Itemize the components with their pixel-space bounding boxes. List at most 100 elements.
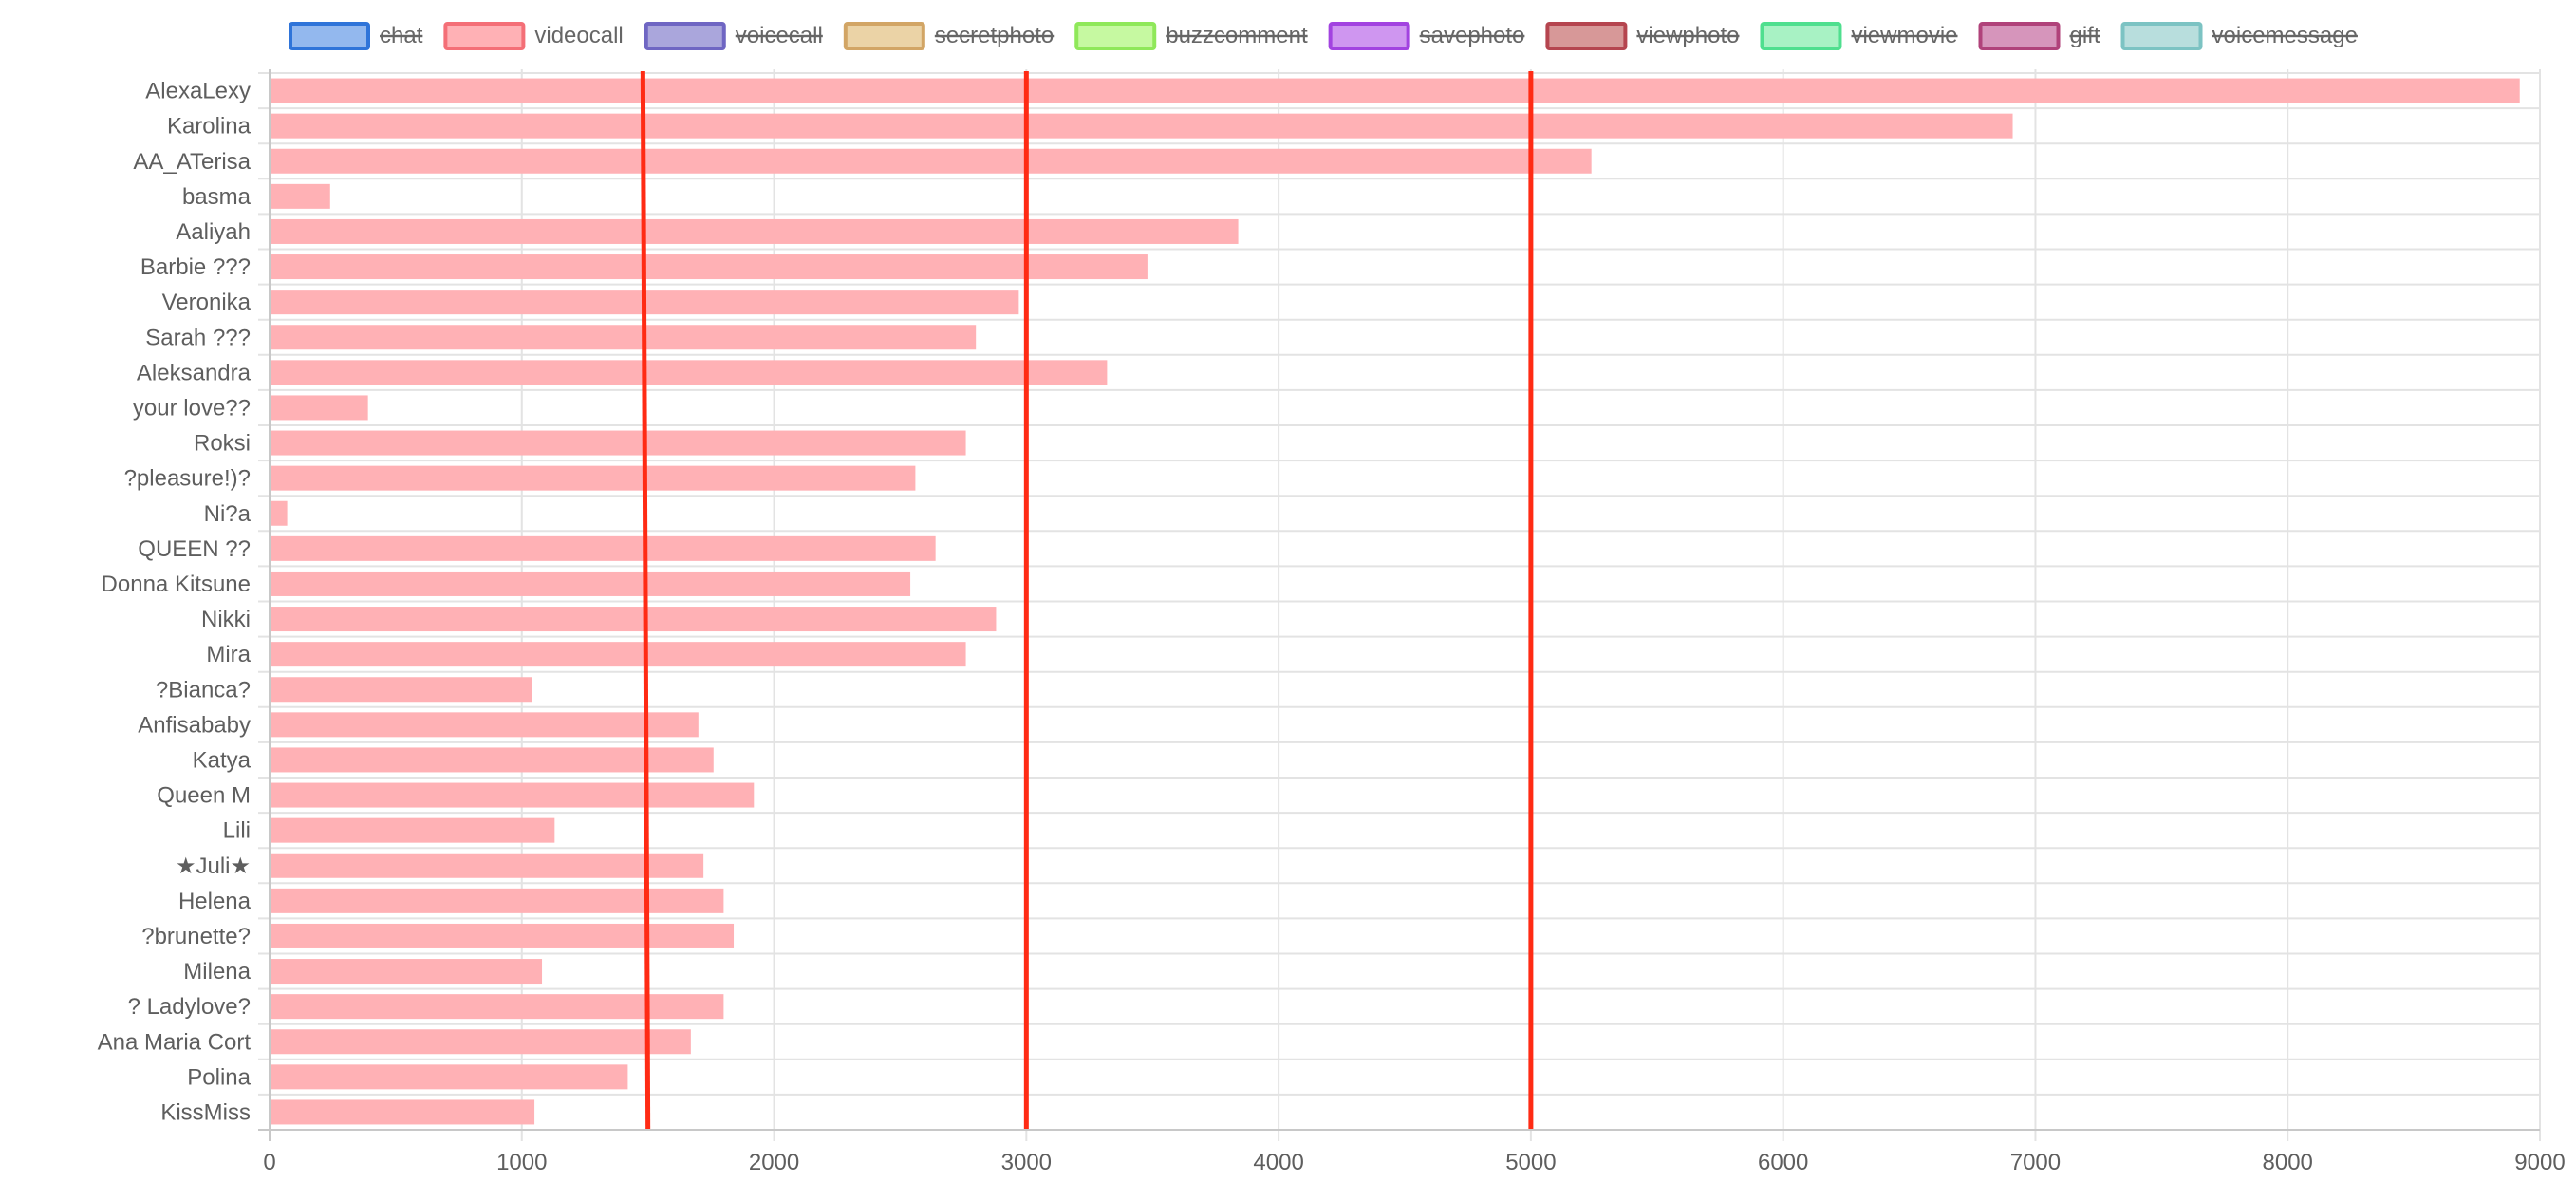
legend-item-viewmovie[interactable]: viewmovie [1760,22,1958,50]
x-tick-label: 1000 [496,1150,547,1175]
legend-swatch-savephoto [1328,22,1410,50]
bar-10 [270,430,966,456]
legend-swatch-secretphoto [843,22,925,50]
legend-label-videocall: videocall [534,23,623,48]
y-tick-label: Helena [178,889,252,914]
legend-item-secretphoto[interactable]: secretphoto [843,22,1054,50]
x-axis-tick-labels: 0 1000 2000 3000 4000 5000 6000 7000 8000 9000 [263,1150,2565,1175]
y-tick-label: Milena [183,959,251,985]
y-tick-label: Queen M [157,783,251,809]
legend-item-chat[interactable]: chat [289,22,423,50]
bar-7 [270,325,977,350]
x-tick-label: 4000 [1253,1150,1303,1175]
bar-20 [270,782,755,808]
y-tick-label: Mira [206,642,251,667]
bar-0 [270,78,2520,103]
y-tick-label: your love?? [133,395,251,421]
legend-label-voicecall: voicecall [736,23,823,48]
bar-3 [270,183,330,209]
y-tick-label: Roksi [194,431,251,457]
bar-8 [270,360,1108,385]
bar-27 [270,1029,691,1055]
legend-swatch-voicemessage [2120,22,2203,50]
bar-29 [270,1099,535,1125]
legend-item-viewphoto[interactable]: viewphoto [1545,22,1739,50]
legend-swatch-viewmovie [1760,22,1842,50]
legend-swatch-chat [289,22,370,50]
reference-line-0 [640,70,651,1131]
legend-label-savephoto: savephoto [1420,23,1525,48]
y-tick-label: Ni?a [204,501,252,527]
bar-23 [270,888,724,913]
legend-label-gift: gift [2070,23,2100,48]
y-tick-label: Aaliyah [176,219,251,245]
reference-lines [640,70,1534,1131]
bar-28 [270,1064,628,1090]
y-tick-label: ?pleasure!)? [124,466,251,492]
x-tick-label: 6000 [1758,1150,1808,1175]
legend-swatch-voicecall [644,22,726,50]
y-tick-label: Barbie ??? [140,254,251,280]
y-tick-label: Ana Maria Cort [98,1029,252,1055]
y-tick-label: Nikki [201,607,251,632]
legend-label-secretphoto: secretphoto [935,23,1054,48]
legend-item-voicecall[interactable]: voicecall [644,22,823,50]
bar-11 [270,465,916,491]
y-tick-label: ? Ladylove? [128,994,251,1020]
legend-item-buzzcomment[interactable]: buzzcomment [1074,22,1308,50]
bar-18 [270,712,699,738]
bar-1 [270,113,2013,139]
legend-item-gift[interactable]: gift [1978,22,2100,50]
x-tick-label: 7000 [2010,1150,2061,1175]
chart-legend: chat videocall voicecall secretphoto buzzcom… [289,22,2358,50]
legend-label-voicemessage: voicemessage [2212,23,2358,48]
x-tick-label: 3000 [1001,1150,1052,1175]
y-tick-label: Sarah ??? [145,325,251,350]
bar-2 [270,148,1592,174]
y-tick-label: Lili [223,818,251,844]
bar-9 [270,395,368,421]
bar-21 [270,817,555,843]
legend-item-voicemessage[interactable]: voicemessage [2120,22,2358,50]
x-tick-label: 5000 [1505,1150,1556,1175]
bar-26 [270,994,724,1020]
y-tick-label: Anfisababy [138,712,251,738]
x-tick-label: 2000 [749,1150,799,1175]
legend-label-chat: chat [380,23,423,48]
y-tick-label: Karolina [167,114,252,140]
legend-item-videocall[interactable]: videocall [443,22,624,50]
bar-5 [270,254,1148,280]
legend-swatch-gift [1978,22,2061,50]
bar-14 [270,571,911,596]
bar-19 [270,747,714,773]
y-tick-label: basma [182,184,252,210]
legend-swatch-buzzcomment [1074,22,1157,50]
y-tick-label: Veronika [162,290,252,315]
legend-label-viewmovie: viewmovie [1851,23,1957,48]
y-tick-label: QUEEN ?? [138,536,251,562]
chart-axes [258,69,2540,1141]
bar-13 [270,535,936,561]
y-tick-label: KissMiss [160,1099,251,1125]
y-tick-label: AlexaLexy [145,79,251,104]
y-tick-label: ?Bianca? [156,677,251,703]
y-tick-label: Polina [187,1064,251,1090]
x-tick-label: 8000 [2263,1150,2313,1175]
x-tick-label: 0 [263,1150,275,1175]
legend-swatch-videocall [443,22,526,50]
legend-item-savephoto[interactable]: savephoto [1328,22,1525,50]
bar-4 [270,218,1239,244]
y-tick-label: Katya [193,747,252,773]
bar-16 [270,642,966,667]
y-tick-label: Aleksandra [137,360,252,385]
bar-25 [270,959,543,985]
legend-swatch-viewphoto [1545,22,1628,50]
bar-15 [270,607,997,632]
y-tick-label: AA_ATerisa [133,149,251,175]
y-tick-label: Donna Kitsune [102,572,251,597]
legend-label-viewphoto: viewphoto [1636,23,1739,48]
legend-label-buzzcomment: buzzcomment [1166,23,1308,48]
